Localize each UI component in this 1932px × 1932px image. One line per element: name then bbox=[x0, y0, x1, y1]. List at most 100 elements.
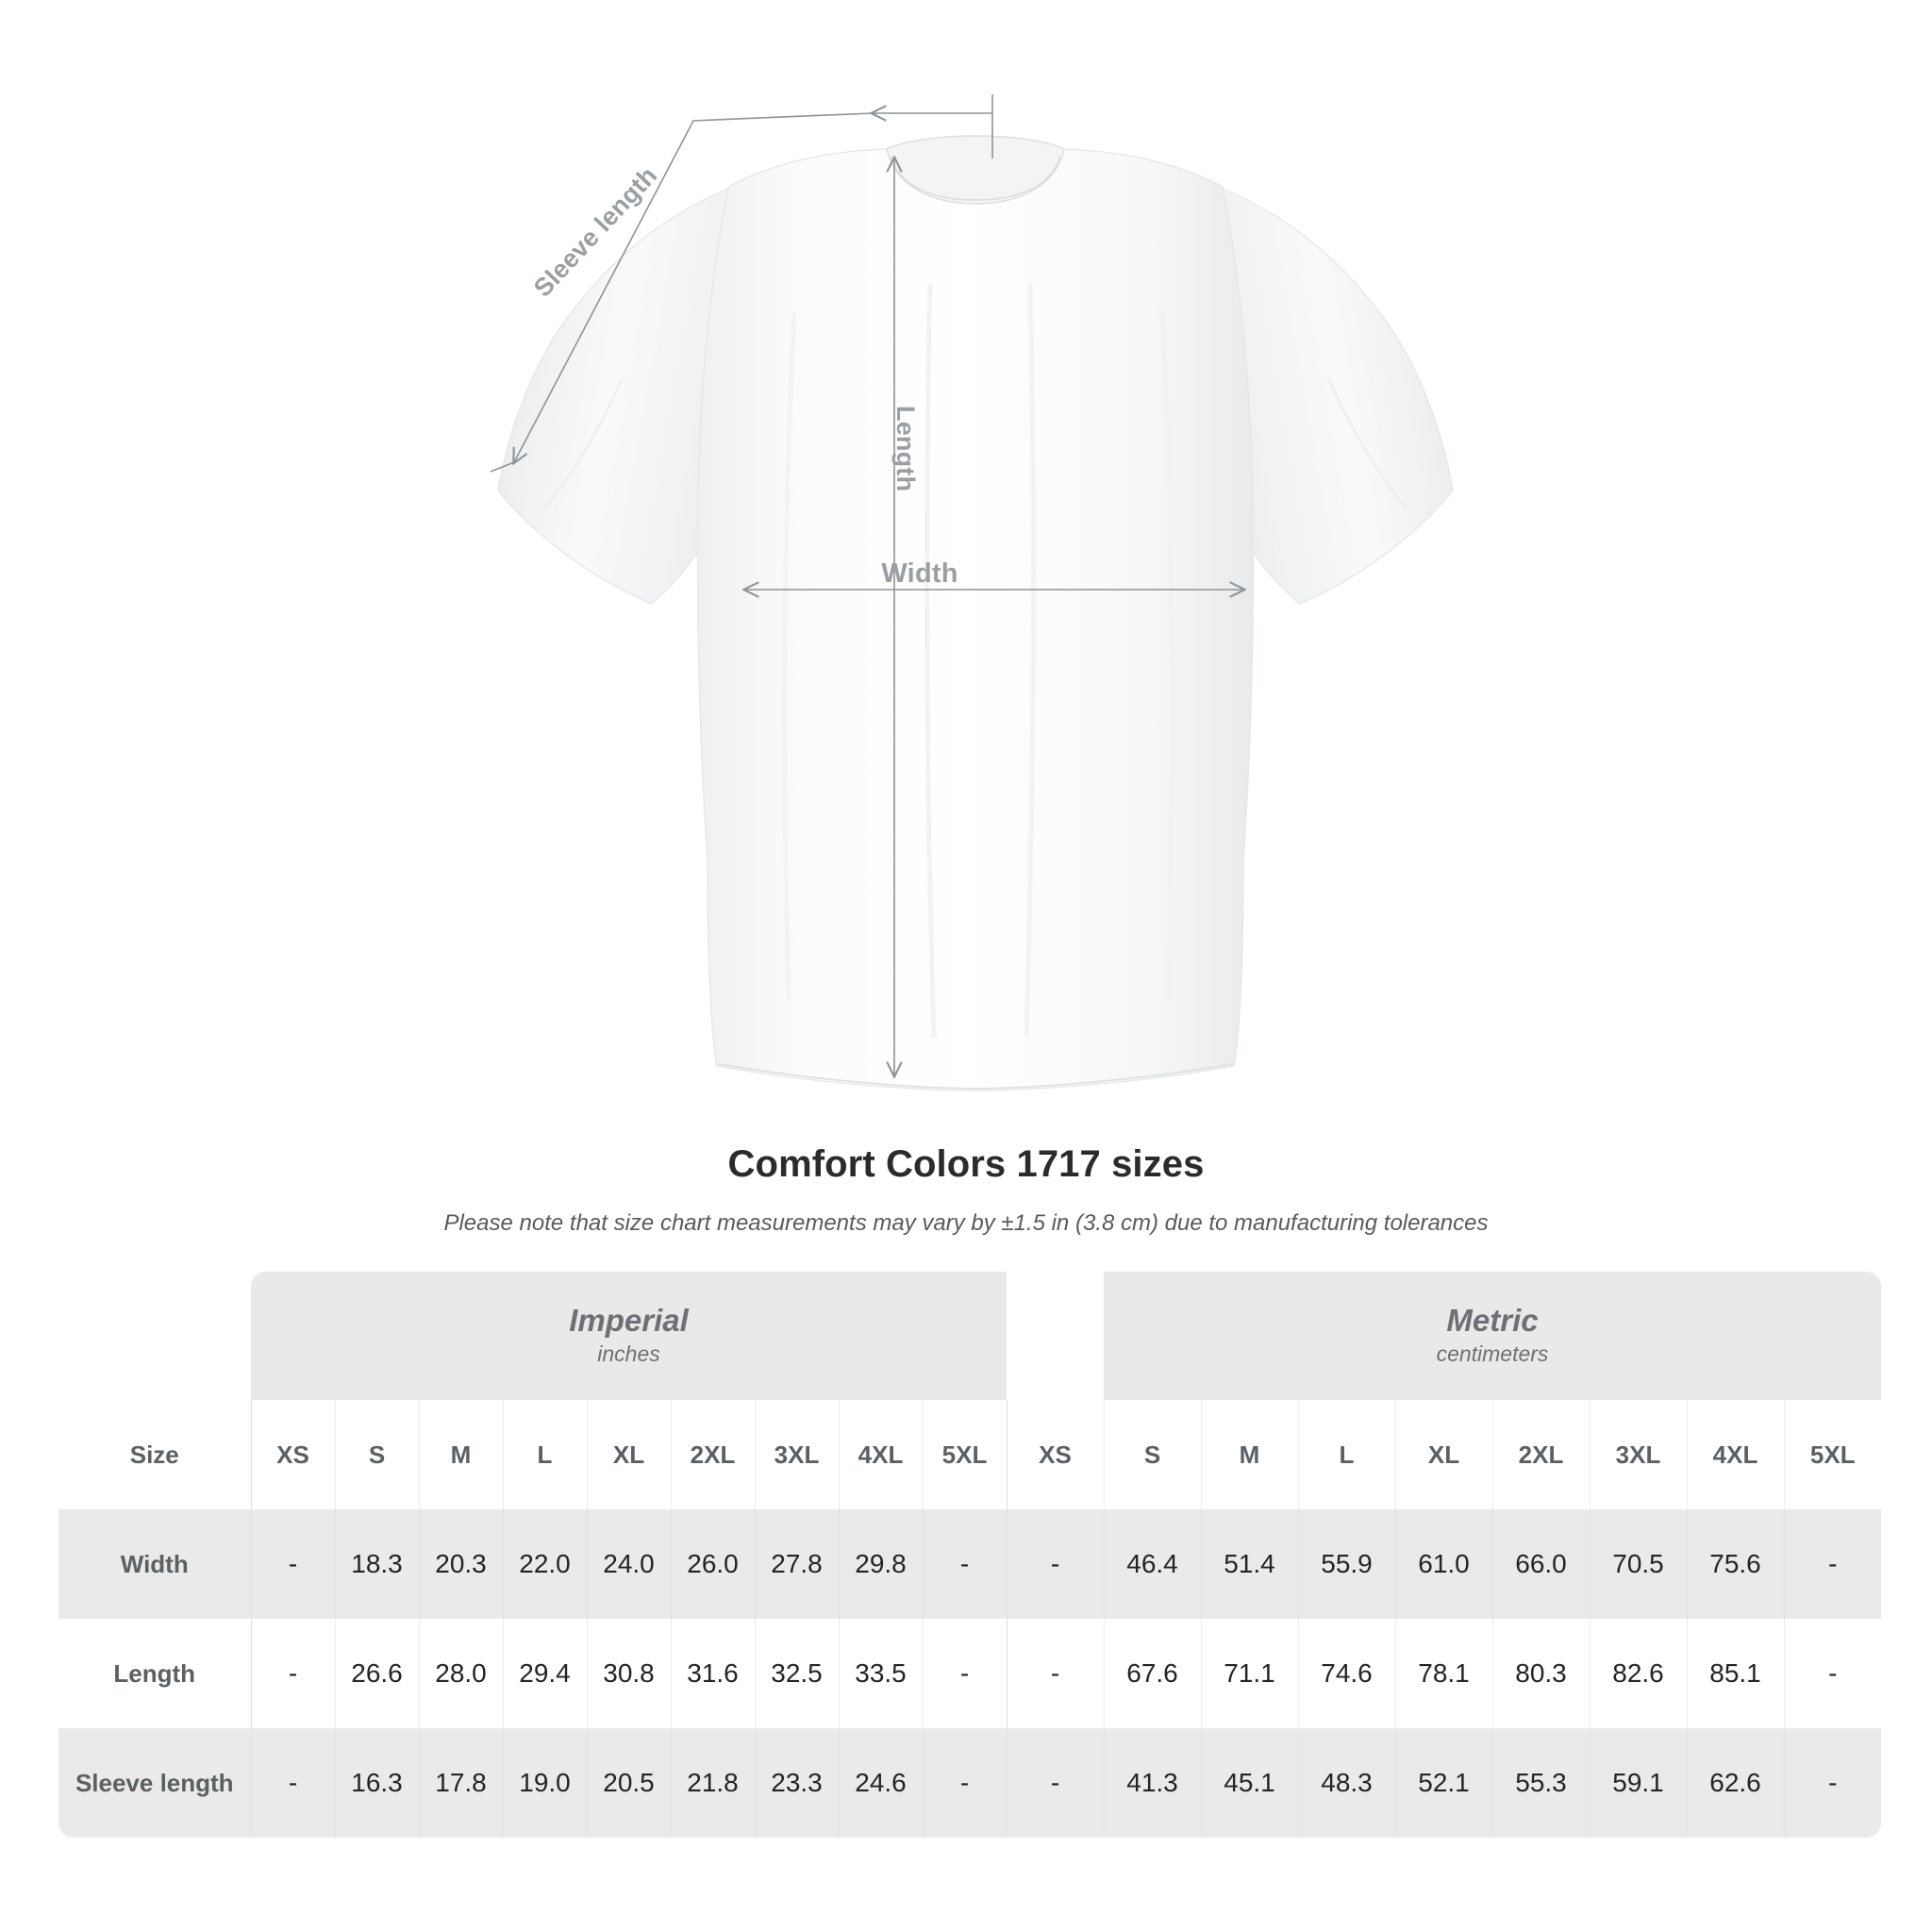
header-size-metric-5xl: 5XL bbox=[1783, 1400, 1881, 1509]
imperial-label: Imperial bbox=[569, 1303, 689, 1338]
measurement-lines bbox=[490, 94, 1243, 1075]
metric-unit: centimeters bbox=[1436, 1341, 1549, 1366]
cell-imperial-sleeve-length-5xl: - bbox=[922, 1728, 1007, 1838]
unit-band-spacer bbox=[58, 1272, 251, 1400]
cell-metric-sleeve-length-xs: - bbox=[1006, 1728, 1104, 1838]
cell-metric-length-4xl: 85.1 bbox=[1686, 1619, 1784, 1728]
cell-imperial-width-4xl: 29.8 bbox=[838, 1509, 923, 1619]
cell-metric-length-5xl: - bbox=[1783, 1619, 1881, 1728]
header-size-metric-m: M bbox=[1200, 1400, 1298, 1509]
header-size-imperial-xl: XL bbox=[586, 1400, 671, 1509]
cell-metric-sleeve-length-2xl: 55.3 bbox=[1491, 1728, 1590, 1838]
cell-metric-sleeve-length-l: 48.3 bbox=[1297, 1728, 1395, 1838]
cell-imperial-sleeve-length-s: 16.3 bbox=[334, 1728, 419, 1838]
table-row: Length -26.6 28.0 29.4 30.8 31.6 32.5 33.5- -67.… bbox=[58, 1619, 1881, 1728]
header-size-metric-3xl: 3XL bbox=[1589, 1400, 1687, 1509]
table-header-row: Size XS S M L XL 2XL 3XL 4XL 5XL XS S M L XL 2XL 3XL 4XL… bbox=[58, 1400, 1881, 1509]
cell-imperial-length-2xl: 31.6 bbox=[670, 1619, 755, 1728]
cell-metric-width-4xl: 75.6 bbox=[1686, 1509, 1784, 1619]
header-size-imperial-l: L bbox=[502, 1400, 587, 1509]
header-size-imperial-3xl: 3XL bbox=[754, 1400, 839, 1509]
cell-imperial-length-xs: - bbox=[250, 1619, 335, 1728]
cell-metric-width-5xl: - bbox=[1783, 1509, 1881, 1619]
width-label: Width bbox=[881, 558, 958, 589]
header-size-metric-l: L bbox=[1297, 1400, 1395, 1509]
tshirt-illustration bbox=[490, 94, 1454, 1091]
cell-metric-width-2xl: 66.0 bbox=[1491, 1509, 1590, 1619]
header-size-imperial-4xl: 4XL bbox=[838, 1400, 923, 1509]
metric-group-header: Metric centimeters bbox=[1104, 1272, 1881, 1400]
imperial-unit: inches bbox=[597, 1341, 660, 1366]
cell-imperial-length-s: 26.6 bbox=[334, 1619, 419, 1728]
header-size-metric-2xl: 2XL bbox=[1491, 1400, 1590, 1509]
tolerance-note: Please note that size chart measurements… bbox=[443, 1210, 1489, 1236]
row-label-sleeve-length: Sleeve length bbox=[58, 1728, 251, 1838]
cell-metric-length-xs: - bbox=[1006, 1619, 1104, 1728]
cell-metric-length-s: 67.6 bbox=[1103, 1619, 1201, 1728]
cell-imperial-width-5xl: - bbox=[922, 1509, 1007, 1619]
row-label-width: Width bbox=[58, 1509, 251, 1619]
cell-metric-length-2xl: 80.3 bbox=[1491, 1619, 1590, 1728]
garment-diagram: Sleeve length Length Width bbox=[490, 94, 1454, 1091]
header-size-imperial-5xl: 5XL bbox=[922, 1400, 1007, 1509]
header-size-imperial-2xl: 2XL bbox=[670, 1400, 755, 1509]
size-table: Imperial inches Metric centimeters Size … bbox=[58, 1272, 1881, 1838]
sleeve-diagonal bbox=[514, 112, 874, 462]
cell-metric-sleeve-length-s: 41.3 bbox=[1103, 1728, 1201, 1838]
cell-imperial-length-3xl: 32.5 bbox=[754, 1619, 839, 1728]
page-title: Comfort Colors 1717 sizes bbox=[727, 1143, 1205, 1185]
size-corner-label: Size bbox=[58, 1400, 251, 1509]
header-size-imperial-xs: XS bbox=[250, 1400, 335, 1509]
cell-imperial-width-2xl: 26.0 bbox=[670, 1509, 755, 1619]
unit-band-row: Imperial inches Metric centimeters bbox=[58, 1272, 1881, 1400]
cell-metric-width-3xl: 70.5 bbox=[1589, 1509, 1687, 1619]
header-size-metric-xl: XL bbox=[1394, 1400, 1492, 1509]
cell-imperial-sleeve-length-2xl: 21.8 bbox=[670, 1728, 755, 1838]
cell-metric-length-3xl: 82.6 bbox=[1589, 1619, 1687, 1728]
cell-imperial-width-m: 20.3 bbox=[418, 1509, 503, 1619]
cell-metric-width-m: 51.4 bbox=[1200, 1509, 1298, 1619]
cell-metric-sleeve-length-m: 45.1 bbox=[1200, 1728, 1298, 1838]
cell-imperial-length-4xl: 33.5 bbox=[838, 1619, 923, 1728]
cell-metric-sleeve-length-3xl: 59.1 bbox=[1589, 1728, 1687, 1838]
cell-imperial-sleeve-length-m: 17.8 bbox=[418, 1728, 503, 1838]
cell-metric-sleeve-length-xl: 52.1 bbox=[1394, 1728, 1492, 1838]
cell-imperial-width-l: 22.0 bbox=[502, 1509, 587, 1619]
metric-label: Metric bbox=[1446, 1303, 1539, 1338]
cell-metric-sleeve-length-4xl: 62.6 bbox=[1686, 1728, 1784, 1838]
cell-imperial-length-l: 29.4 bbox=[502, 1619, 587, 1728]
header-size-imperial-s: S bbox=[334, 1400, 419, 1509]
cell-imperial-sleeve-length-l: 19.0 bbox=[502, 1728, 587, 1838]
header-size-metric-s: S bbox=[1103, 1400, 1201, 1509]
length-label: Length bbox=[891, 406, 920, 492]
cell-imperial-sleeve-length-xl: 20.5 bbox=[586, 1728, 671, 1838]
cell-imperial-width-3xl: 27.8 bbox=[754, 1509, 839, 1619]
imperial-group-header: Imperial inches bbox=[251, 1272, 1007, 1400]
cell-imperial-length-5xl: - bbox=[922, 1619, 1007, 1728]
cell-imperial-width-xs: - bbox=[250, 1509, 335, 1619]
cell-metric-width-xl: 61.0 bbox=[1394, 1509, 1492, 1619]
cell-metric-sleeve-length-5xl: - bbox=[1783, 1728, 1881, 1838]
cell-imperial-sleeve-length-4xl: 24.6 bbox=[838, 1728, 923, 1838]
header-size-metric-xs: XS bbox=[1006, 1400, 1104, 1509]
tshirt-shape bbox=[497, 135, 1454, 1091]
cell-metric-width-l: 55.9 bbox=[1297, 1509, 1395, 1619]
cell-imperial-width-s: 18.3 bbox=[334, 1509, 419, 1619]
cell-imperial-length-xl: 30.8 bbox=[586, 1619, 671, 1728]
table-row: Sleeve length -16.3 17.8 19.0 20.5 21.8 23.3 24… bbox=[58, 1728, 1881, 1838]
row-label-length: Length bbox=[58, 1619, 251, 1728]
cell-imperial-sleeve-length-3xl: 23.3 bbox=[754, 1728, 839, 1838]
cell-imperial-length-m: 28.0 bbox=[418, 1619, 503, 1728]
cell-metric-length-m: 71.1 bbox=[1200, 1619, 1298, 1728]
header-size-metric-4xl: 4XL bbox=[1686, 1400, 1784, 1509]
cell-metric-width-xs: - bbox=[1006, 1509, 1104, 1619]
header-size-imperial-m: M bbox=[418, 1400, 503, 1509]
cell-metric-width-s: 46.4 bbox=[1103, 1509, 1201, 1619]
cell-metric-length-xl: 78.1 bbox=[1394, 1619, 1492, 1728]
cell-imperial-width-xl: 24.0 bbox=[586, 1509, 671, 1619]
cell-imperial-sleeve-length-xs: - bbox=[250, 1728, 335, 1838]
cell-metric-length-l: 74.6 bbox=[1297, 1619, 1395, 1728]
sleeve-end-tick bbox=[490, 461, 515, 473]
table-row: Width -18.3 20.3 22.0 24.0 26.0 27.8 29.8- -46.4… bbox=[58, 1509, 1881, 1619]
